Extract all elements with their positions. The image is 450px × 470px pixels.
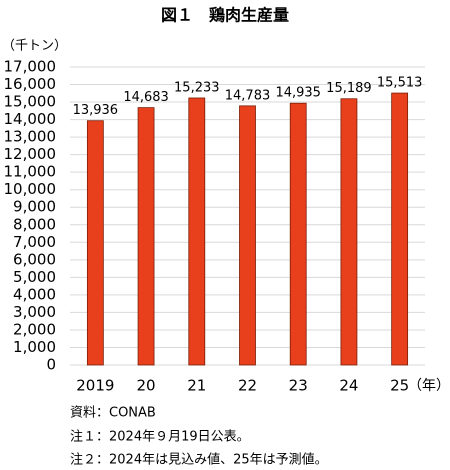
x-tick-label: 24 — [339, 377, 358, 395]
data-label: 15,513 — [377, 76, 423, 91]
y-axis-label: （千トン） — [2, 39, 67, 54]
bar — [188, 97, 206, 366]
data-label: 15,189 — [326, 81, 372, 96]
x-tick-label: 25 — [390, 377, 409, 395]
x-tick-label: 21 — [187, 377, 206, 395]
y-tick-label: 13,000 — [4, 128, 57, 146]
y-tick-label: 2,000 — [13, 320, 56, 338]
y-tick-label: 4,000 — [13, 285, 56, 303]
chart-title: 図１ 鶏肉生産量 — [161, 6, 289, 25]
x-tick-label: 23 — [289, 377, 308, 395]
x-tick-label: 22 — [238, 377, 257, 395]
bar — [289, 102, 307, 366]
note: 資料：CONAB — [70, 406, 156, 421]
y-tick-label: 1,000 — [13, 338, 56, 356]
y-tick-label: 9,000 — [13, 198, 56, 216]
bar — [391, 92, 409, 366]
y-tick-label: 17,000 — [4, 58, 57, 76]
bar — [340, 98, 358, 366]
y-tick-label: 7,000 — [13, 233, 56, 251]
y-tick-label: 11,000 — [4, 163, 57, 181]
bar — [239, 105, 256, 366]
data-label: 14,935 — [275, 86, 321, 101]
data-label: 15,233 — [174, 80, 220, 95]
bar — [86, 120, 104, 366]
y-tick-label: 3,000 — [13, 303, 56, 321]
y-tick-label: 15,000 — [4, 93, 57, 111]
data-label: 14,683 — [123, 90, 169, 105]
x-tick-label: 20 — [137, 377, 156, 395]
data-label: 13,936 — [73, 103, 119, 118]
note: 注１：2024年９月19日公表。 — [70, 430, 250, 445]
x-axis-label: （年） — [408, 378, 450, 394]
y-tick-label: 8,000 — [13, 215, 56, 233]
x-tick-label: 2019 — [76, 377, 114, 395]
bar — [137, 107, 155, 366]
y-tick-label: 10,000 — [4, 180, 57, 198]
data-label: 14,783 — [225, 88, 271, 103]
y-tick-label: 14,000 — [4, 110, 57, 128]
y-tick-label: 16,000 — [4, 75, 57, 93]
note: 注２：2024年は見込み値、25年は予測値。 — [70, 452, 328, 468]
y-tick-label: 12,000 — [4, 145, 57, 163]
y-tick-label: 0 — [46, 356, 56, 374]
y-tick-label: 5,000 — [13, 268, 56, 286]
y-tick-label: 6,000 — [13, 250, 56, 268]
